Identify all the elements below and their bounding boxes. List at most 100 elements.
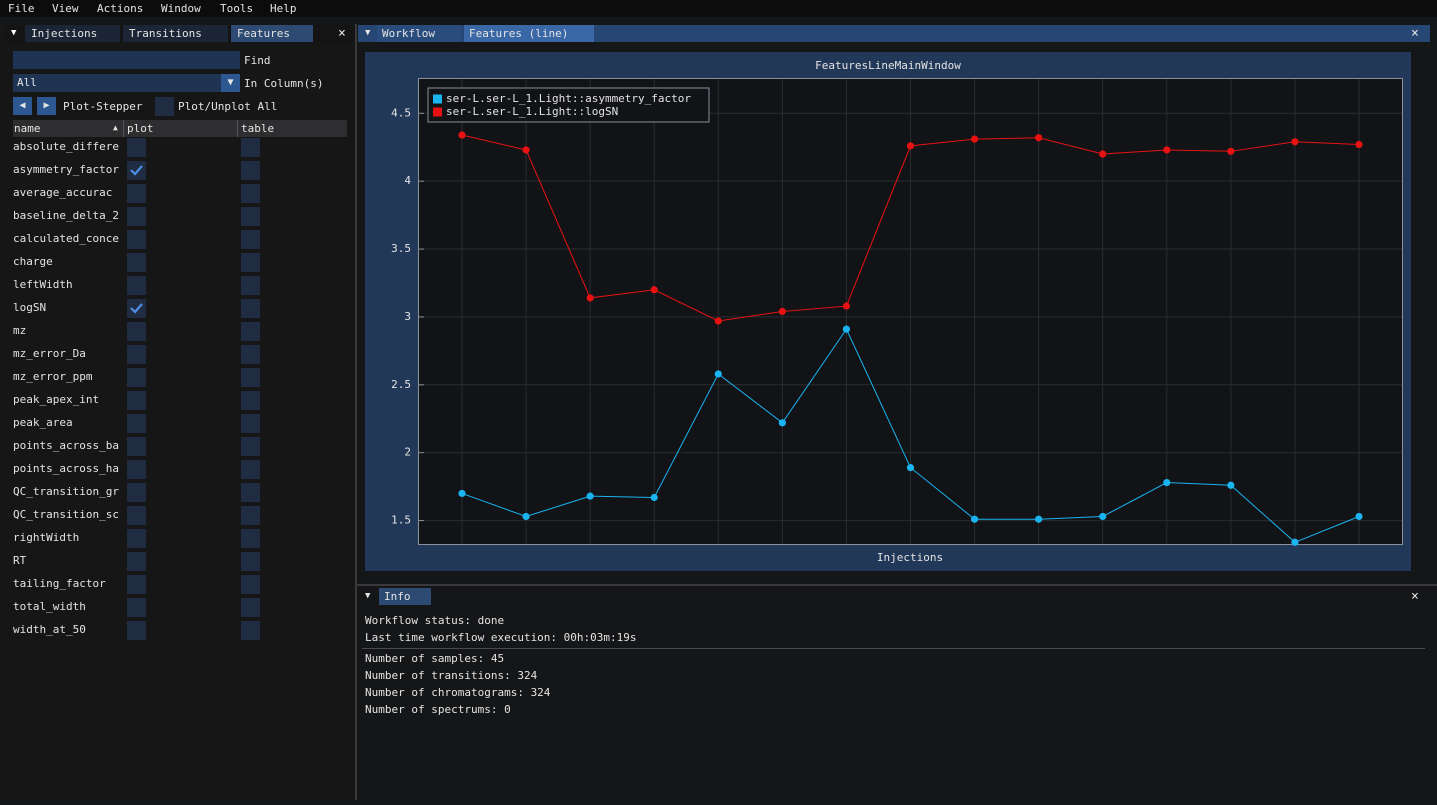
tab[interactable]: Info bbox=[379, 588, 431, 605]
tab[interactable]: Workflow bbox=[377, 25, 461, 42]
checkbox[interactable] bbox=[127, 506, 146, 525]
left-panel bbox=[6, 24, 355, 800]
checkbox[interactable] bbox=[127, 575, 146, 594]
feature-name: points_across_ha bbox=[13, 462, 119, 475]
checkbox[interactable] bbox=[241, 184, 260, 203]
checkbox[interactable] bbox=[155, 97, 174, 116]
feature-name: peak_area bbox=[13, 416, 73, 429]
checkbox[interactable] bbox=[241, 161, 260, 180]
label: Find bbox=[244, 54, 271, 67]
tab[interactable]: Features bbox=[231, 25, 313, 42]
close-button[interactable]: × bbox=[338, 26, 346, 41]
find-input[interactable] bbox=[13, 51, 240, 69]
column-sep bbox=[123, 120, 124, 137]
checkbox[interactable] bbox=[241, 322, 260, 341]
info-line: Last time workflow execution: 00h:03m:19… bbox=[365, 631, 637, 644]
menu-item[interactable]: Actions bbox=[97, 2, 144, 15]
feature-name: QC_transition_sc bbox=[13, 508, 119, 521]
checkbox[interactable] bbox=[127, 529, 146, 548]
checkbox[interactable] bbox=[241, 460, 260, 479]
checkbox[interactable] bbox=[241, 207, 260, 226]
title-bar bbox=[358, 588, 1430, 605]
close-button[interactable]: × bbox=[1411, 26, 1419, 41]
checkbox[interactable] bbox=[241, 368, 260, 387]
checkbox[interactable] bbox=[241, 391, 260, 410]
checkbox[interactable] bbox=[241, 575, 260, 594]
feature-name: mz bbox=[13, 324, 27, 337]
collapse-arrow[interactable]: ▼ bbox=[365, 591, 371, 601]
checkbox[interactable] bbox=[241, 598, 260, 617]
checkbox[interactable] bbox=[241, 345, 260, 364]
checkbox[interactable] bbox=[127, 138, 146, 157]
checkbox[interactable] bbox=[127, 414, 146, 433]
checkbox[interactable] bbox=[127, 621, 146, 640]
sort-arrow: ▲ bbox=[113, 123, 118, 132]
label: Plot-Stepper bbox=[63, 100, 143, 113]
feature-name: peak_apex_int bbox=[13, 393, 100, 406]
feature-name: absolute_differe bbox=[13, 140, 119, 153]
checkbox[interactable] bbox=[127, 437, 146, 456]
checkbox[interactable] bbox=[127, 161, 146, 180]
checkbox[interactable] bbox=[127, 230, 146, 249]
checkbox[interactable] bbox=[241, 529, 260, 548]
plot-area bbox=[418, 78, 1403, 545]
splitter bbox=[357, 584, 1437, 586]
next-button[interactable]: ▶ bbox=[37, 97, 56, 115]
feature-name: asymmetry_factor bbox=[13, 163, 119, 176]
collapse-arrow[interactable]: ▼ bbox=[11, 28, 17, 38]
column-header[interactable]: plot bbox=[127, 122, 154, 135]
checkbox[interactable] bbox=[241, 483, 260, 502]
checkbox[interactable] bbox=[127, 460, 146, 479]
feature-name: average_accurac bbox=[13, 186, 113, 199]
checkbox[interactable] bbox=[127, 207, 146, 226]
checkbox[interactable] bbox=[241, 138, 260, 157]
column-header[interactable]: table bbox=[241, 122, 275, 135]
checkbox[interactable] bbox=[127, 552, 146, 571]
feature-name: mz_error_ppm bbox=[13, 370, 93, 383]
checkbox[interactable] bbox=[241, 414, 260, 433]
feature-name: baseline_delta_2 bbox=[13, 209, 119, 222]
table-header bbox=[13, 120, 347, 137]
menu-item[interactable]: Tools bbox=[220, 2, 254, 15]
checkbox[interactable] bbox=[127, 184, 146, 203]
checkbox[interactable] bbox=[127, 345, 146, 364]
menu-item[interactable]: File bbox=[8, 2, 35, 15]
checkbox[interactable] bbox=[127, 299, 146, 318]
checkbox[interactable] bbox=[127, 598, 146, 617]
combo[interactable]: All bbox=[13, 74, 221, 92]
checkbox[interactable] bbox=[241, 437, 260, 456]
checkbox[interactable] bbox=[127, 253, 146, 272]
checkbox[interactable] bbox=[127, 276, 146, 295]
feature-name: calculated_conce bbox=[13, 232, 119, 245]
tab[interactable]: Features (line) bbox=[464, 25, 594, 42]
checkbox[interactable] bbox=[241, 276, 260, 295]
menu-item[interactable]: Help bbox=[270, 2, 297, 15]
combo-arrow[interactable]: ▼ bbox=[221, 74, 240, 92]
info-line: Number of spectrums: 0 bbox=[365, 703, 511, 716]
checkbox[interactable] bbox=[241, 299, 260, 318]
close-button[interactable]: × bbox=[1411, 589, 1419, 604]
column-header[interactable]: name bbox=[14, 122, 41, 135]
checkbox[interactable] bbox=[127, 322, 146, 341]
checkbox[interactable] bbox=[241, 621, 260, 640]
info-line: Workflow status: done bbox=[365, 614, 505, 627]
collapse-arrow[interactable]: ▼ bbox=[365, 28, 371, 38]
feature-name: rightWidth bbox=[13, 531, 80, 544]
feature-name: leftWidth bbox=[13, 278, 73, 291]
checkbox[interactable] bbox=[241, 506, 260, 525]
checkbox[interactable] bbox=[241, 230, 260, 249]
tab[interactable]: Injections bbox=[25, 25, 120, 42]
checkbox[interactable] bbox=[241, 552, 260, 571]
checkbox[interactable] bbox=[127, 483, 146, 502]
feature-name: RT bbox=[13, 554, 27, 567]
checkbox[interactable] bbox=[241, 253, 260, 272]
prev-button[interactable]: ◀ bbox=[13, 97, 32, 115]
splitter bbox=[355, 24, 357, 800]
checkbox[interactable] bbox=[127, 368, 146, 387]
tab[interactable]: Transitions bbox=[123, 25, 228, 42]
checkbox[interactable] bbox=[127, 391, 146, 410]
column-sep bbox=[237, 120, 238, 137]
info-line: Number of chromatograms: 324 bbox=[365, 686, 551, 699]
menu-item[interactable]: View bbox=[52, 2, 79, 15]
menu-item[interactable]: Window bbox=[161, 2, 201, 15]
